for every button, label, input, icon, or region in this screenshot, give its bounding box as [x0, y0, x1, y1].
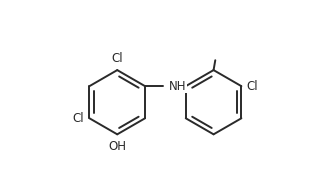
- Text: NH: NH: [169, 80, 186, 93]
- Text: Cl: Cl: [112, 52, 123, 65]
- Text: Cl: Cl: [247, 80, 258, 93]
- Text: OH: OH: [108, 140, 126, 152]
- Text: Cl: Cl: [73, 112, 84, 125]
